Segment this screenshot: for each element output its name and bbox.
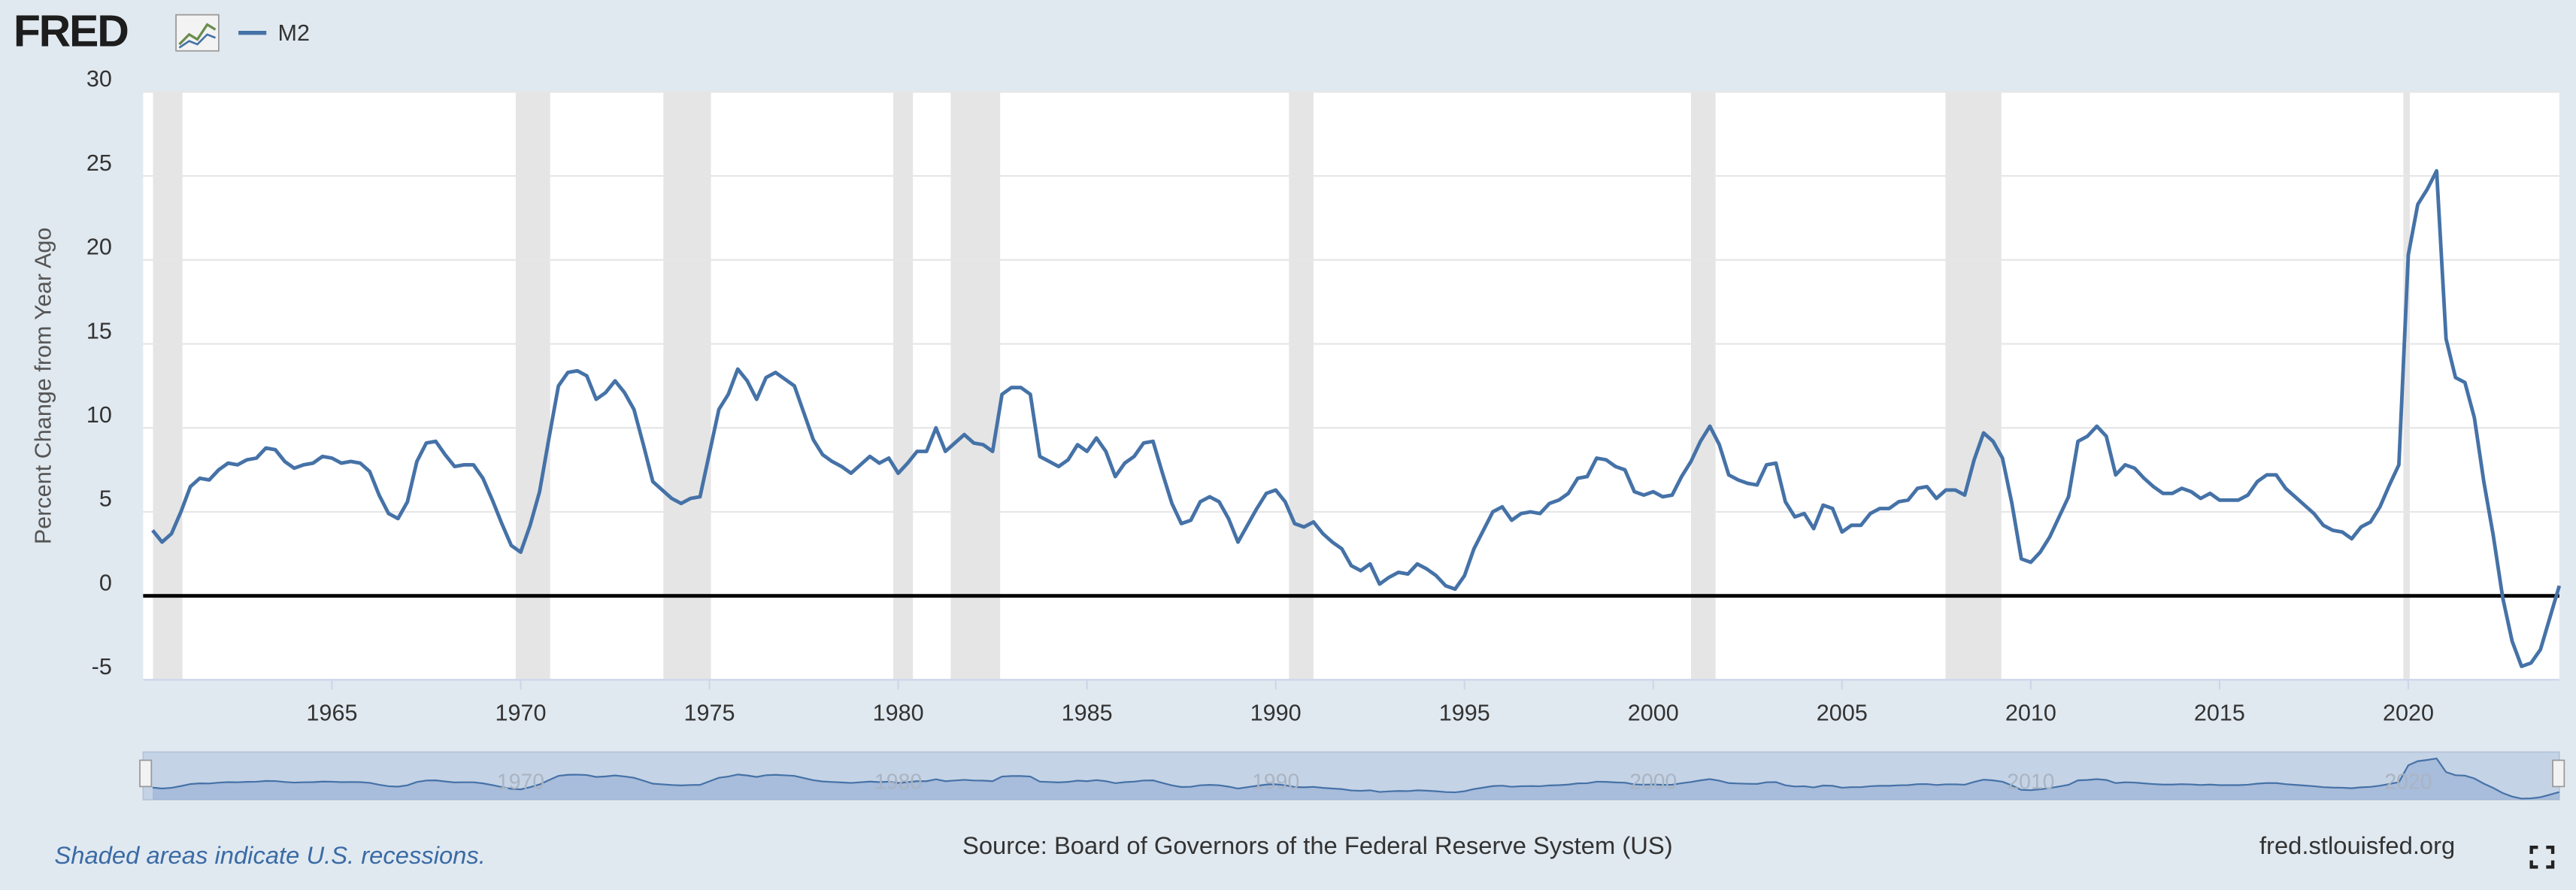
x-tick-label: 1980	[873, 700, 924, 725]
x-tick-label: 1985	[1062, 700, 1113, 725]
navigator[interactable]: 1970 1980 1990 2000 2010 2020	[139, 751, 2565, 801]
x-tick-label: 2015	[2194, 700, 2245, 725]
navigator-tick-label: 1990	[1252, 770, 1299, 795]
x-tick-label: 1995	[1439, 700, 1490, 725]
y-tick-label: 25	[86, 150, 112, 176]
series-line	[151, 168, 2562, 668]
source: Source: Board of Governors of the Federa…	[962, 831, 1673, 859]
logo-icon	[175, 14, 220, 52]
x-tick-label: 1990	[1250, 700, 1302, 725]
recession-band	[2403, 92, 2410, 680]
fullscreen-icon[interactable]	[2529, 846, 2555, 869]
recession-band	[515, 92, 550, 680]
x-tick-label: 2010	[2005, 700, 2056, 725]
navigator-tick-label: 1980	[874, 770, 922, 795]
navigator-tick-label: 1970	[497, 770, 544, 795]
navigator-tick-label: 2010	[2007, 770, 2054, 795]
y-tick-label: 20	[86, 235, 112, 260]
x-tick-label: 1970	[495, 700, 546, 725]
y-tick-label: 0	[99, 570, 112, 595]
recession-note: Shaded areas indicate U.S. recessions.	[54, 841, 485, 869]
y-tick-label: 15	[86, 318, 112, 344]
y-tick-label: -5	[92, 654, 112, 680]
navigator-area	[152, 758, 2559, 800]
recession-band	[1690, 92, 1716, 680]
navigator-line	[152, 757, 2560, 800]
recession-band	[950, 92, 1001, 680]
plot-area	[143, 92, 2559, 680]
recession-band	[663, 92, 711, 680]
navigator-tick-label: 2020	[2384, 770, 2432, 795]
x-tick-label: 2020	[2383, 700, 2434, 725]
site: fred.stlouisfed.org	[2259, 831, 2455, 859]
recession-band	[1289, 92, 1314, 680]
logo: FRED	[14, 7, 128, 56]
navigator-handle[interactable]	[139, 759, 153, 788]
y-tick-label: 30	[86, 66, 112, 92]
y-tick-label: 5	[99, 486, 112, 512]
x-tick-label: 2000	[1628, 700, 1679, 725]
legend-label: M2	[278, 20, 310, 46]
navigator-handle[interactable]	[2552, 759, 2565, 788]
recession-band	[1945, 92, 2002, 680]
y-axis-label: Percent Change from Year Ago	[30, 228, 56, 545]
recession-band	[893, 92, 914, 680]
x-tick-label: 1965	[306, 700, 357, 725]
x-tick-label: 2005	[1817, 700, 1868, 725]
recession-band	[153, 92, 183, 680]
x-tick-label: 1975	[684, 700, 735, 725]
navigator-tick-label: 2000	[1629, 770, 1677, 795]
y-tick-label: 10	[86, 402, 112, 428]
